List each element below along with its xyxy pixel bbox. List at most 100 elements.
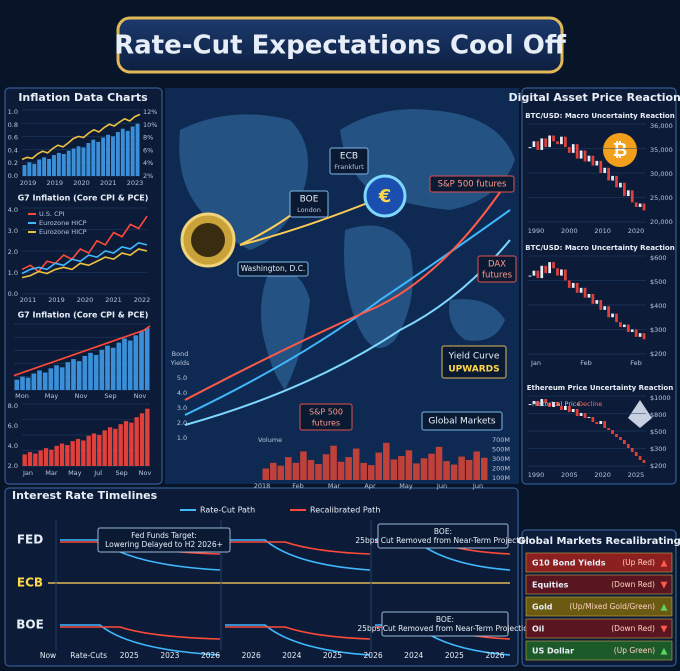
- bar: [33, 453, 38, 466]
- candle: [552, 402, 555, 407]
- legend-label: Eurozone HICP: [39, 219, 87, 227]
- y-label: 35,000: [650, 146, 673, 154]
- y-label: 3.0: [177, 404, 187, 412]
- y-label: $600: [650, 254, 667, 262]
- bar: [102, 430, 107, 466]
- map-label: S&P 500: [309, 408, 343, 417]
- y-label: 0.6: [8, 134, 18, 142]
- panel-title: Digital Asset Price Reactions: [509, 91, 680, 104]
- market-name: US Dollar: [532, 647, 574, 656]
- y-label: $500: [650, 428, 667, 436]
- label: 2018: [254, 482, 271, 490]
- y-label: 1.0: [177, 434, 187, 442]
- label: Nov: [139, 469, 152, 477]
- candle: [564, 136, 567, 148]
- bar: [125, 130, 130, 176]
- label: Nov: [75, 392, 88, 400]
- bar: [450, 464, 458, 480]
- y-label: 8%: [143, 134, 153, 142]
- candle: [587, 417, 591, 418]
- market-status: (Up Red): [622, 558, 655, 567]
- market-name: Oil: [532, 625, 545, 634]
- candle: [623, 324, 626, 328]
- legend-label: Rate-Cut Path: [200, 506, 255, 515]
- label: Jun: [472, 482, 483, 490]
- bar: [52, 155, 56, 176]
- market-status: (Up/Mixed Gold/Green): [569, 602, 655, 611]
- candle: [583, 413, 587, 418]
- candle: [567, 406, 571, 412]
- candle: [607, 428, 610, 430]
- market-row: [525, 596, 673, 617]
- bar: [144, 328, 150, 390]
- candle: [571, 282, 575, 288]
- eth-icon: [628, 400, 652, 428]
- digital-panel: [521, 87, 677, 485]
- bar: [47, 158, 51, 176]
- bar: [139, 413, 145, 466]
- candle: [591, 293, 595, 304]
- candle: [587, 155, 591, 162]
- bar: [352, 448, 360, 480]
- bar: [65, 445, 70, 466]
- candle: [528, 275, 532, 277]
- y-label: $800: [650, 411, 667, 419]
- candle: [638, 203, 642, 208]
- candle: [611, 175, 614, 181]
- axis-title: Yields: [170, 359, 190, 367]
- map-label: BOE: [300, 195, 319, 205]
- candle: [634, 452, 638, 456]
- bar: [14, 379, 20, 390]
- candle: [615, 434, 618, 437]
- bar: [88, 352, 93, 390]
- market-name: Gold: [532, 603, 553, 612]
- fed-seal-center: [191, 223, 225, 257]
- map-label: futures: [312, 419, 340, 428]
- label: Feb: [630, 359, 642, 367]
- label: 2020: [73, 179, 90, 187]
- annotation-line: BOE:: [436, 615, 454, 624]
- label: 2025: [120, 651, 139, 660]
- candle: [634, 202, 638, 208]
- bar: [398, 456, 405, 480]
- bar: [300, 451, 307, 480]
- label: 2000: [561, 227, 578, 235]
- label: 2019: [48, 296, 65, 304]
- axis-title: Bond: [172, 350, 189, 358]
- label: Nov: [134, 392, 147, 400]
- rates-panel: [4, 487, 519, 667]
- bitcoin-sign: ₿: [613, 140, 628, 161]
- bar: [105, 345, 110, 390]
- y-label: $400: [650, 302, 667, 310]
- bar: [65, 362, 71, 390]
- market-arrow: ▼: [661, 581, 668, 591]
- candle: [575, 144, 579, 159]
- note: Historical Price: [532, 400, 580, 408]
- map-label: Washington, D.C.: [241, 264, 306, 273]
- candle: [591, 155, 595, 166]
- label: Apr: [364, 482, 376, 490]
- candle: [595, 160, 599, 166]
- candle: [564, 269, 567, 281]
- label: May: [399, 482, 413, 490]
- legend-label: Eurozone HICP: [39, 228, 87, 236]
- bar: [59, 443, 65, 466]
- annotation-line: BOE:: [434, 527, 452, 536]
- bar: [390, 459, 398, 480]
- annotation: Fed Funds Target: Lowering Delayed to H2 …: [105, 531, 223, 549]
- y-label: 2.0: [8, 462, 18, 470]
- label: 2026: [242, 651, 261, 660]
- candle: [544, 265, 548, 274]
- bar: [99, 349, 105, 390]
- candle: [556, 141, 559, 145]
- candle: [611, 430, 614, 434]
- row-label: BOE: [16, 618, 44, 632]
- bar: [129, 422, 134, 466]
- y-label: 20,000: [650, 218, 673, 226]
- bar: [118, 424, 123, 466]
- label: Jun: [436, 482, 447, 490]
- callout: [237, 261, 309, 277]
- map-label: Frankfurt: [334, 163, 364, 171]
- bar: [81, 440, 86, 466]
- y-label: 30,000: [650, 170, 673, 178]
